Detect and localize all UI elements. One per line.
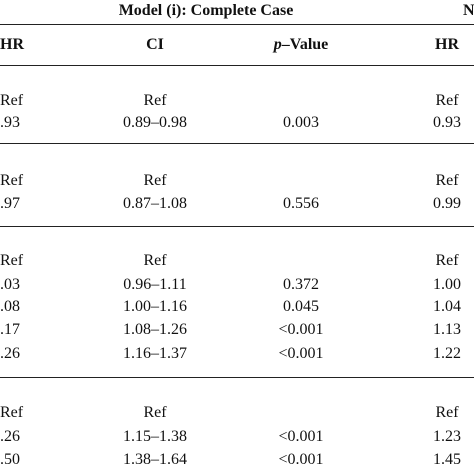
model-group-title: Model (i): Complete Case — [118, 2, 294, 19]
table-cell-hr2: 1.04 — [433, 298, 461, 315]
table-cell-ci: Ref — [143, 172, 167, 189]
table-cell-p: <0.001 — [278, 428, 324, 445]
table-cell-hr2: 0.99 — [433, 195, 461, 212]
table-cell-hr2: 1.13 — [433, 321, 461, 338]
table-cell-hr: .97 — [0, 195, 20, 212]
table-cell-p: 0.372 — [283, 276, 319, 293]
col-header-p-letter: p — [273, 36, 282, 53]
table-cell-hr: .03 — [0, 276, 20, 293]
table-cell-hr: Ref — [0, 404, 24, 421]
right-group-title-fragment: N — [463, 2, 474, 19]
table-cell-p: <0.001 — [278, 451, 324, 468]
header-rule — [0, 24, 474, 25]
table-cell-hr: .93 — [0, 114, 20, 131]
table-cell-p: <0.001 — [278, 321, 324, 338]
table-cell-hr2: 1.22 — [433, 345, 461, 362]
table-cell-p: 0.045 — [283, 298, 319, 315]
table-cell-hr: .50 — [0, 451, 20, 468]
table-cell-ci: Ref — [143, 404, 167, 421]
table-cell-hr2: Ref — [435, 172, 459, 189]
table-cell-hr2: Ref — [435, 252, 459, 269]
table-cell-ci: 1.00–1.16 — [123, 298, 187, 315]
table-cell-ci: 1.38–1.64 — [123, 451, 187, 468]
table-cell-hr2: 1.00 — [433, 276, 461, 293]
group-rule — [0, 377, 474, 378]
table-cell-hr: Ref — [0, 92, 24, 109]
col-header-p-value: p–Value — [274, 36, 329, 54]
group-rule — [0, 143, 474, 144]
col-header-hr-left: HR — [0, 36, 24, 53]
table-cell-hr2: 1.45 — [433, 451, 461, 468]
table-cell-p: <0.001 — [278, 345, 324, 362]
table-cell-ci: 0.89–0.98 — [123, 114, 187, 131]
table-cell-p: 0.556 — [283, 195, 319, 212]
table-cell-hr: Ref — [0, 172, 24, 189]
table-cell-hr: Ref — [0, 252, 24, 269]
table-cell-ci: 1.16–1.37 — [123, 345, 187, 362]
col-header-p-suffix: –Value — [281, 36, 329, 53]
table-cell-hr2: 0.93 — [433, 114, 461, 131]
table-cell-hr: .17 — [0, 321, 20, 338]
table-cell-ci: 0.96–1.11 — [123, 276, 187, 293]
table-cell-hr: .26 — [0, 345, 20, 362]
table-cell-ci: 1.08–1.26 — [123, 321, 187, 338]
col-header-hr-right: HR — [435, 36, 459, 53]
col-header-ci: CI — [146, 36, 164, 53]
table-cell-hr2: Ref — [435, 404, 459, 421]
table-cell-hr: .08 — [0, 298, 20, 315]
table-cell-ci: Ref — [143, 92, 167, 109]
table-cell-hr2: 1.23 — [433, 428, 461, 445]
table-cell-ci: Ref — [143, 252, 167, 269]
table-cell-p: 0.003 — [283, 114, 319, 131]
table-cell-hr2: Ref — [435, 92, 459, 109]
group-rule — [0, 226, 474, 227]
table-cell-ci: 0.87–1.08 — [123, 195, 187, 212]
table-cell-hr: .26 — [0, 428, 20, 445]
column-header-rule — [0, 65, 474, 66]
table-cell-ci: 1.15–1.38 — [123, 428, 187, 445]
